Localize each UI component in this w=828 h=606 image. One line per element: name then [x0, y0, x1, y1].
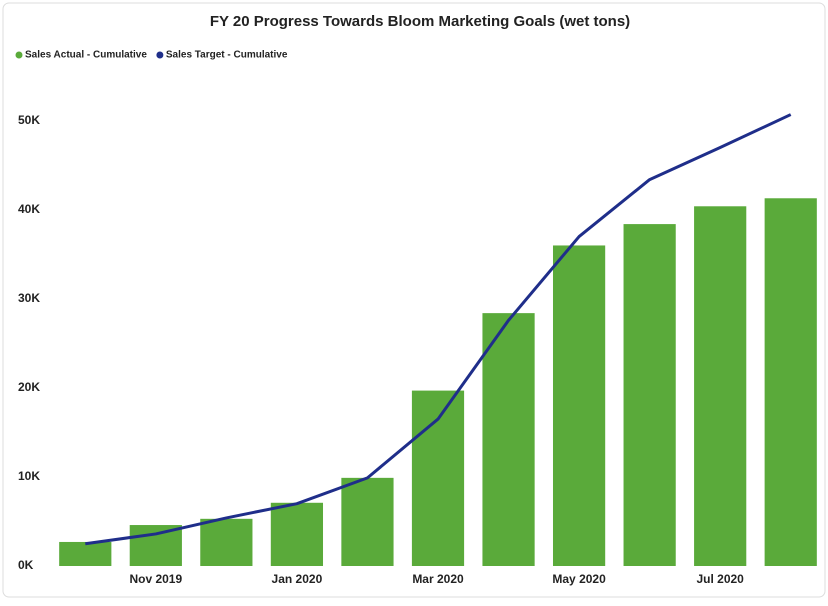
chart-title: FY 20 Progress Towards Bloom Marketing G…	[210, 13, 630, 30]
bar	[59, 541, 112, 566]
y-tick-label: 40K	[18, 202, 40, 216]
chart-frame	[2, 2, 826, 598]
bar	[623, 224, 676, 567]
bar	[200, 518, 253, 566]
legend-swatch	[156, 51, 164, 59]
x-tick-label: Jan 2020	[272, 572, 323, 586]
y-tick-label: 50K	[18, 113, 40, 127]
bar	[694, 206, 747, 567]
y-tick-label: 20K	[18, 380, 40, 394]
x-tick-label: Mar 2020	[412, 572, 464, 586]
y-tick-label: 10K	[18, 469, 40, 483]
bar	[270, 502, 324, 566]
bar	[129, 525, 182, 566]
x-tick-label: Jul 2020	[696, 572, 744, 586]
legend-swatch	[15, 51, 23, 59]
x-tick-label: May 2020	[552, 572, 606, 586]
line	[85, 113, 792, 546]
legend-label: Sales Target - Cumulative	[166, 50, 288, 61]
bar	[341, 477, 394, 566]
x-tick-label: Nov 2019	[129, 572, 182, 586]
legend-label: Sales Actual - Cumulative	[25, 50, 147, 61]
bar	[482, 313, 535, 566]
bar	[764, 198, 817, 566]
y-tick-label: 30K	[18, 291, 40, 305]
y-tick-label: 0K	[18, 558, 34, 572]
bar	[552, 245, 606, 566]
